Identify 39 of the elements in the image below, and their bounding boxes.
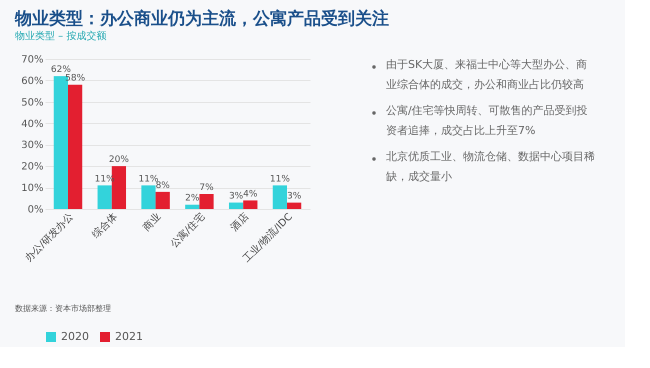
x-tick-label: 综合体 — [90, 210, 120, 240]
text: 11% — [270, 174, 290, 184]
bar — [228, 202, 244, 209]
bar — [156, 192, 170, 209]
bar — [68, 84, 82, 209]
text: 由于SK大厦、来福士中心等大型办公、商业综合体的成交，办公和商业占比仍较高 — [386, 58, 588, 91]
text: 2% — [185, 194, 200, 204]
text: 3% — [286, 192, 302, 202]
x-tick-label: 酒店 — [228, 210, 251, 234]
text: 北京优质工业、物流仓储、数据中心项目稀缺，成交量小 — [386, 150, 595, 183]
source-note: 数据来源：资本市场部整理 — [15, 304, 111, 313]
y-tick-label: 20% — [21, 162, 44, 173]
y-tick-label: 60% — [21, 76, 44, 87]
y-tick-label: 40% — [21, 118, 44, 130]
bar — [141, 185, 156, 209]
text: 3% — [228, 192, 244, 202]
legend-label: 2020 — [61, 330, 89, 343]
y-tick-label: 10% — [21, 183, 44, 194]
bar — [272, 185, 288, 209]
chart-title: 物业类型：办公商业仍为主流，公寓产品受到关注 — [14, 9, 389, 29]
bar — [185, 204, 200, 209]
bar — [98, 185, 112, 209]
x-tick-label: 商业 — [140, 210, 164, 234]
text: 7% — [199, 183, 214, 193]
y-tick-label: 70% — [21, 54, 44, 66]
y-tick-label: 50% — [21, 97, 44, 108]
chart-subtitle: 物业类型 – 按成交额 — [15, 30, 106, 42]
bar — [243, 200, 258, 209]
text: 20% — [108, 155, 129, 166]
text: 62% — [50, 65, 71, 76]
bar — [287, 202, 302, 209]
bar — [199, 194, 214, 209]
y-tick-label: 0% — [28, 204, 44, 216]
y-tick-label: 30% — [21, 140, 44, 152]
text: 公寓/住宅等快周转、可散售的产品受到投资者追捧，成交占比上升至7% — [386, 104, 588, 137]
text: 4% — [243, 189, 258, 200]
text: 8% — [156, 180, 170, 191]
legend-label: 2021 — [115, 330, 143, 343]
x-tick-label: 公寓/住宅 — [168, 210, 208, 250]
